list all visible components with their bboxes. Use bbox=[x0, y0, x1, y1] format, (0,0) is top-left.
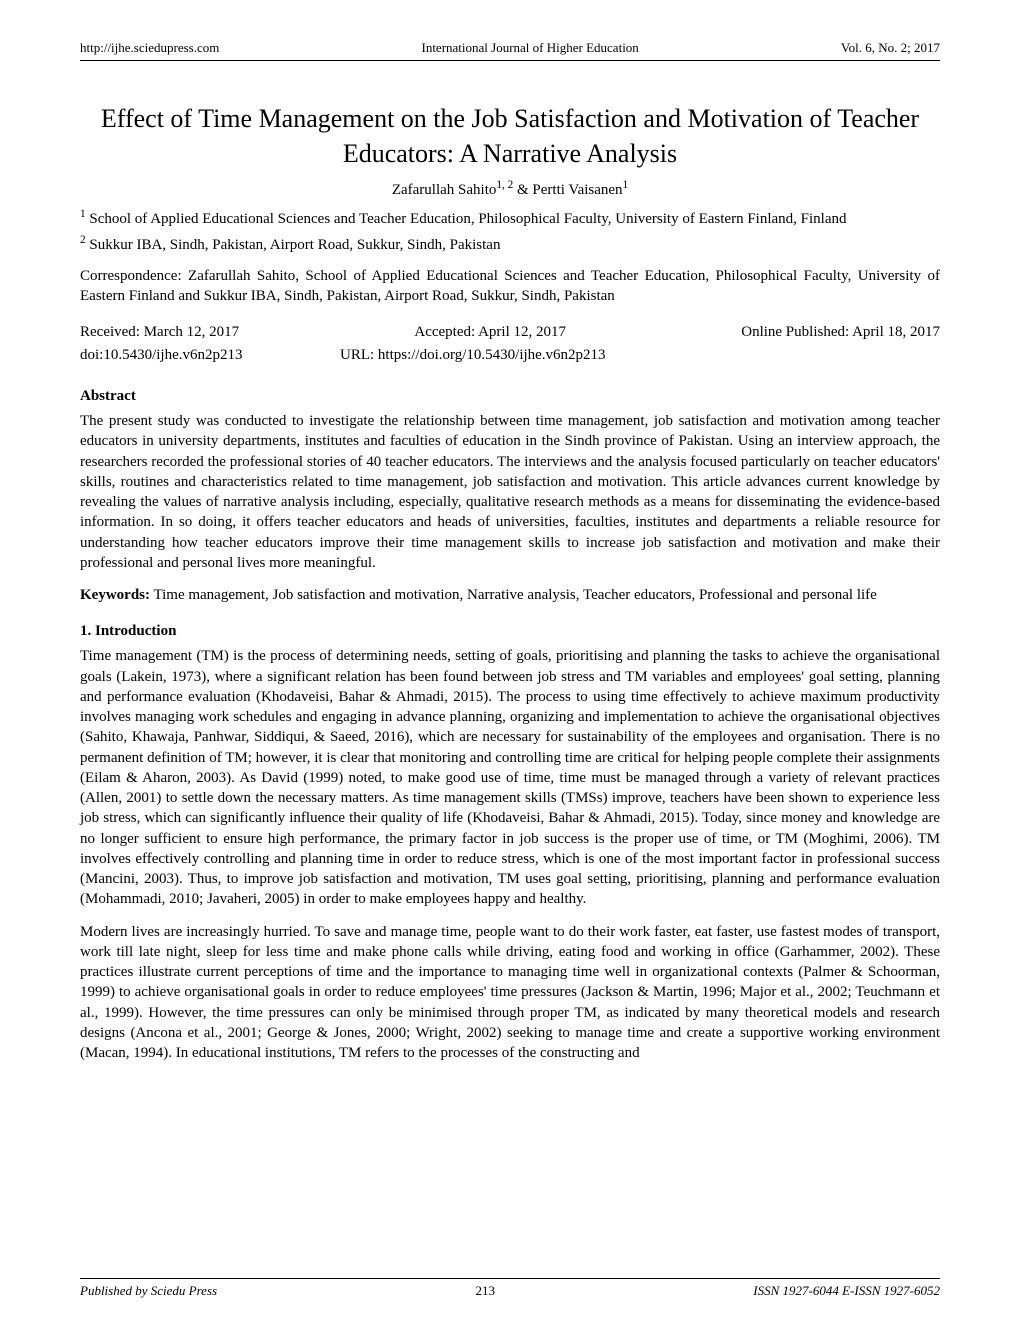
header-url: http://ijhe.sciedupress.com bbox=[80, 40, 219, 56]
doi: doi:10.5430/ijhe.v6n2p213 bbox=[80, 347, 340, 364]
author-1: Zafarullah Sahito bbox=[392, 182, 497, 198]
correspondence: Correspondence: Zafarullah Sahito, Schoo… bbox=[80, 266, 940, 307]
introduction-heading: 1. Introduction bbox=[80, 623, 940, 640]
affiliation-1: 1 School of Applied Educational Sciences… bbox=[80, 207, 940, 229]
published-date: Online Published: April 18, 2017 bbox=[741, 324, 940, 341]
header-issue: Vol. 6, No. 2; 2017 bbox=[841, 40, 940, 56]
footer-issn: ISSN 1927-6044 E-ISSN 1927-6052 bbox=[753, 1283, 940, 1299]
abstract-text: The present study was conducted to inves… bbox=[80, 411, 940, 573]
header-journal: International Journal of Higher Educatio… bbox=[421, 40, 638, 56]
abstract-heading: Abstract bbox=[80, 388, 940, 405]
author-1-sup: 1, 2 bbox=[496, 179, 513, 191]
doi-row: doi:10.5430/ijhe.v6n2p213 URL: https://d… bbox=[80, 347, 940, 364]
received-date: Received: March 12, 2017 bbox=[80, 324, 239, 341]
footer-page-number: 213 bbox=[475, 1283, 495, 1299]
running-header: http://ijhe.sciedupress.com Internationa… bbox=[80, 40, 940, 61]
author-sep: & Pertti Vaisanen bbox=[513, 182, 622, 198]
dates-row: Received: March 12, 2017 Accepted: April… bbox=[80, 324, 940, 341]
doi-url: URL: https://doi.org/10.5430/ijhe.v6n2p2… bbox=[340, 347, 606, 364]
authors-line: Zafarullah Sahito1, 2 & Pertti Vaisanen1 bbox=[80, 179, 940, 199]
page-container: http://ijhe.sciedupress.com Internationa… bbox=[0, 0, 1020, 1319]
intro-paragraph-1: Time management (TM) is the process of d… bbox=[80, 646, 940, 909]
affiliation-2-text: Sukkur IBA, Sindh, Pakistan, Airport Roa… bbox=[86, 237, 501, 253]
article-title: Effect of Time Management on the Job Sat… bbox=[80, 101, 940, 171]
keywords-label: Keywords: bbox=[80, 587, 150, 603]
footer-publisher: Published by Sciedu Press bbox=[80, 1283, 217, 1299]
accepted-date: Accepted: April 12, 2017 bbox=[414, 324, 566, 341]
affiliation-2: 2 Sukkur IBA, Sindh, Pakistan, Airport R… bbox=[80, 233, 940, 255]
keywords-line: Keywords: Time management, Job satisfact… bbox=[80, 585, 940, 605]
author-2-sup: 1 bbox=[623, 179, 629, 191]
running-footer: Published by Sciedu Press 213 ISSN 1927-… bbox=[80, 1278, 940, 1299]
intro-paragraph-2: Modern lives are increasingly hurried. T… bbox=[80, 922, 940, 1064]
affiliation-1-text: School of Applied Educational Sciences a… bbox=[86, 211, 847, 227]
keywords-text: Time management, Job satisfaction and mo… bbox=[150, 587, 877, 603]
